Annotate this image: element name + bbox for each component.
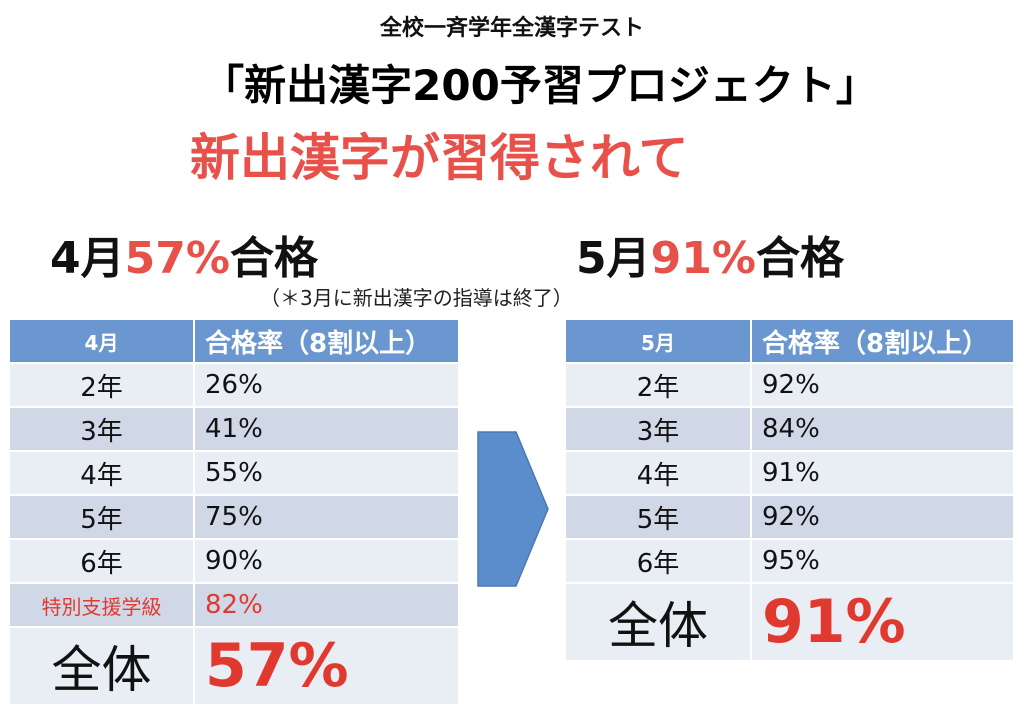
header-cell: 4月 xyxy=(8,318,195,364)
page-title: 「新出漢字200予習プロジェクト」 xyxy=(202,61,878,110)
rate-cell: 41% xyxy=(193,406,460,452)
pct-label: 57% xyxy=(124,233,230,284)
month-label: 4月 xyxy=(50,233,125,284)
rate-cell: 55% xyxy=(193,450,460,496)
total-label: 全体 xyxy=(564,582,752,662)
table-row: 5年 75% xyxy=(8,494,460,540)
table-header: 5月 合格率（8割以上） xyxy=(564,318,1015,364)
rate-cell: 92% xyxy=(750,362,1015,408)
grade-cell: 4年 xyxy=(564,450,752,496)
total-row: 全体 57% xyxy=(8,626,460,706)
table-header: 4月 合格率（8割以上） xyxy=(8,318,460,364)
table-row: 4年 55% xyxy=(8,450,460,496)
table-row: 5年 92% xyxy=(564,494,1015,540)
grade-cell: 2年 xyxy=(564,362,752,408)
table-row: 4年 91% xyxy=(564,450,1015,496)
suffix-label: 合格 xyxy=(229,233,318,284)
rate-cell: 95% xyxy=(750,538,1015,584)
grade-cell: 5年 xyxy=(8,494,195,540)
grade-cell: 特別支援学級 xyxy=(8,582,195,628)
grade-cell: 3年 xyxy=(8,406,195,452)
rate-cell: 75% xyxy=(193,494,460,540)
total-row: 全体 91% xyxy=(564,582,1015,662)
total-value: 91% xyxy=(750,582,1015,662)
right-arrow-icon xyxy=(477,431,549,587)
rate-cell: 90% xyxy=(193,538,460,584)
rate-cell: 84% xyxy=(750,406,1015,452)
grade-cell: 6年 xyxy=(564,538,752,584)
table-row: 3年 41% xyxy=(8,406,460,452)
month-label: 5月 xyxy=(576,233,651,284)
april-summary: 4月57%合格 xyxy=(50,222,318,286)
table-row: 6年 90% xyxy=(8,538,460,584)
rate-cell: 26% xyxy=(193,362,460,408)
table-row: 6年 95% xyxy=(564,538,1015,584)
table-row: 3年 84% xyxy=(564,406,1015,452)
header-cell: 合格率（8割以上） xyxy=(750,318,1015,364)
header-cell: 5月 xyxy=(564,318,752,364)
pct-label: 91% xyxy=(650,233,756,284)
grade-cell: 4年 xyxy=(8,450,195,496)
grade-cell: 5年 xyxy=(564,494,752,540)
may-summary: 5月91%合格 xyxy=(576,222,844,286)
april-table: 4月 合格率（8割以上） 2年 26% 3年 41% 4年 55% 5年 75% 6年 9… xyxy=(8,318,460,706)
suffix-label: 合格 xyxy=(755,233,844,284)
headline: 新出漢字が習得されて xyxy=(190,129,689,187)
table-row: 2年 26% xyxy=(8,362,460,408)
rate-cell: 92% xyxy=(750,494,1015,540)
rate-cell: 82% xyxy=(193,582,460,628)
total-label: 全体 xyxy=(8,626,195,706)
grade-cell: 2年 xyxy=(8,362,195,408)
grade-cell: 3年 xyxy=(564,406,752,452)
note: （＊3月に新出漢字の指導は終了） xyxy=(260,286,573,310)
table-row: 特別支援学級 82% xyxy=(8,582,460,628)
total-value: 57% xyxy=(193,626,460,706)
may-table: 5月 合格率（8割以上） 2年 92% 3年 84% 4年 91% 5年 92% 6年 9… xyxy=(564,318,1015,662)
rate-cell: 91% xyxy=(750,450,1015,496)
subtitle: 全校一斉学年全漢字テスト xyxy=(379,16,644,41)
grade-cell: 6年 xyxy=(8,538,195,584)
table-row: 2年 92% xyxy=(564,362,1015,408)
header-cell: 合格率（8割以上） xyxy=(193,318,460,364)
